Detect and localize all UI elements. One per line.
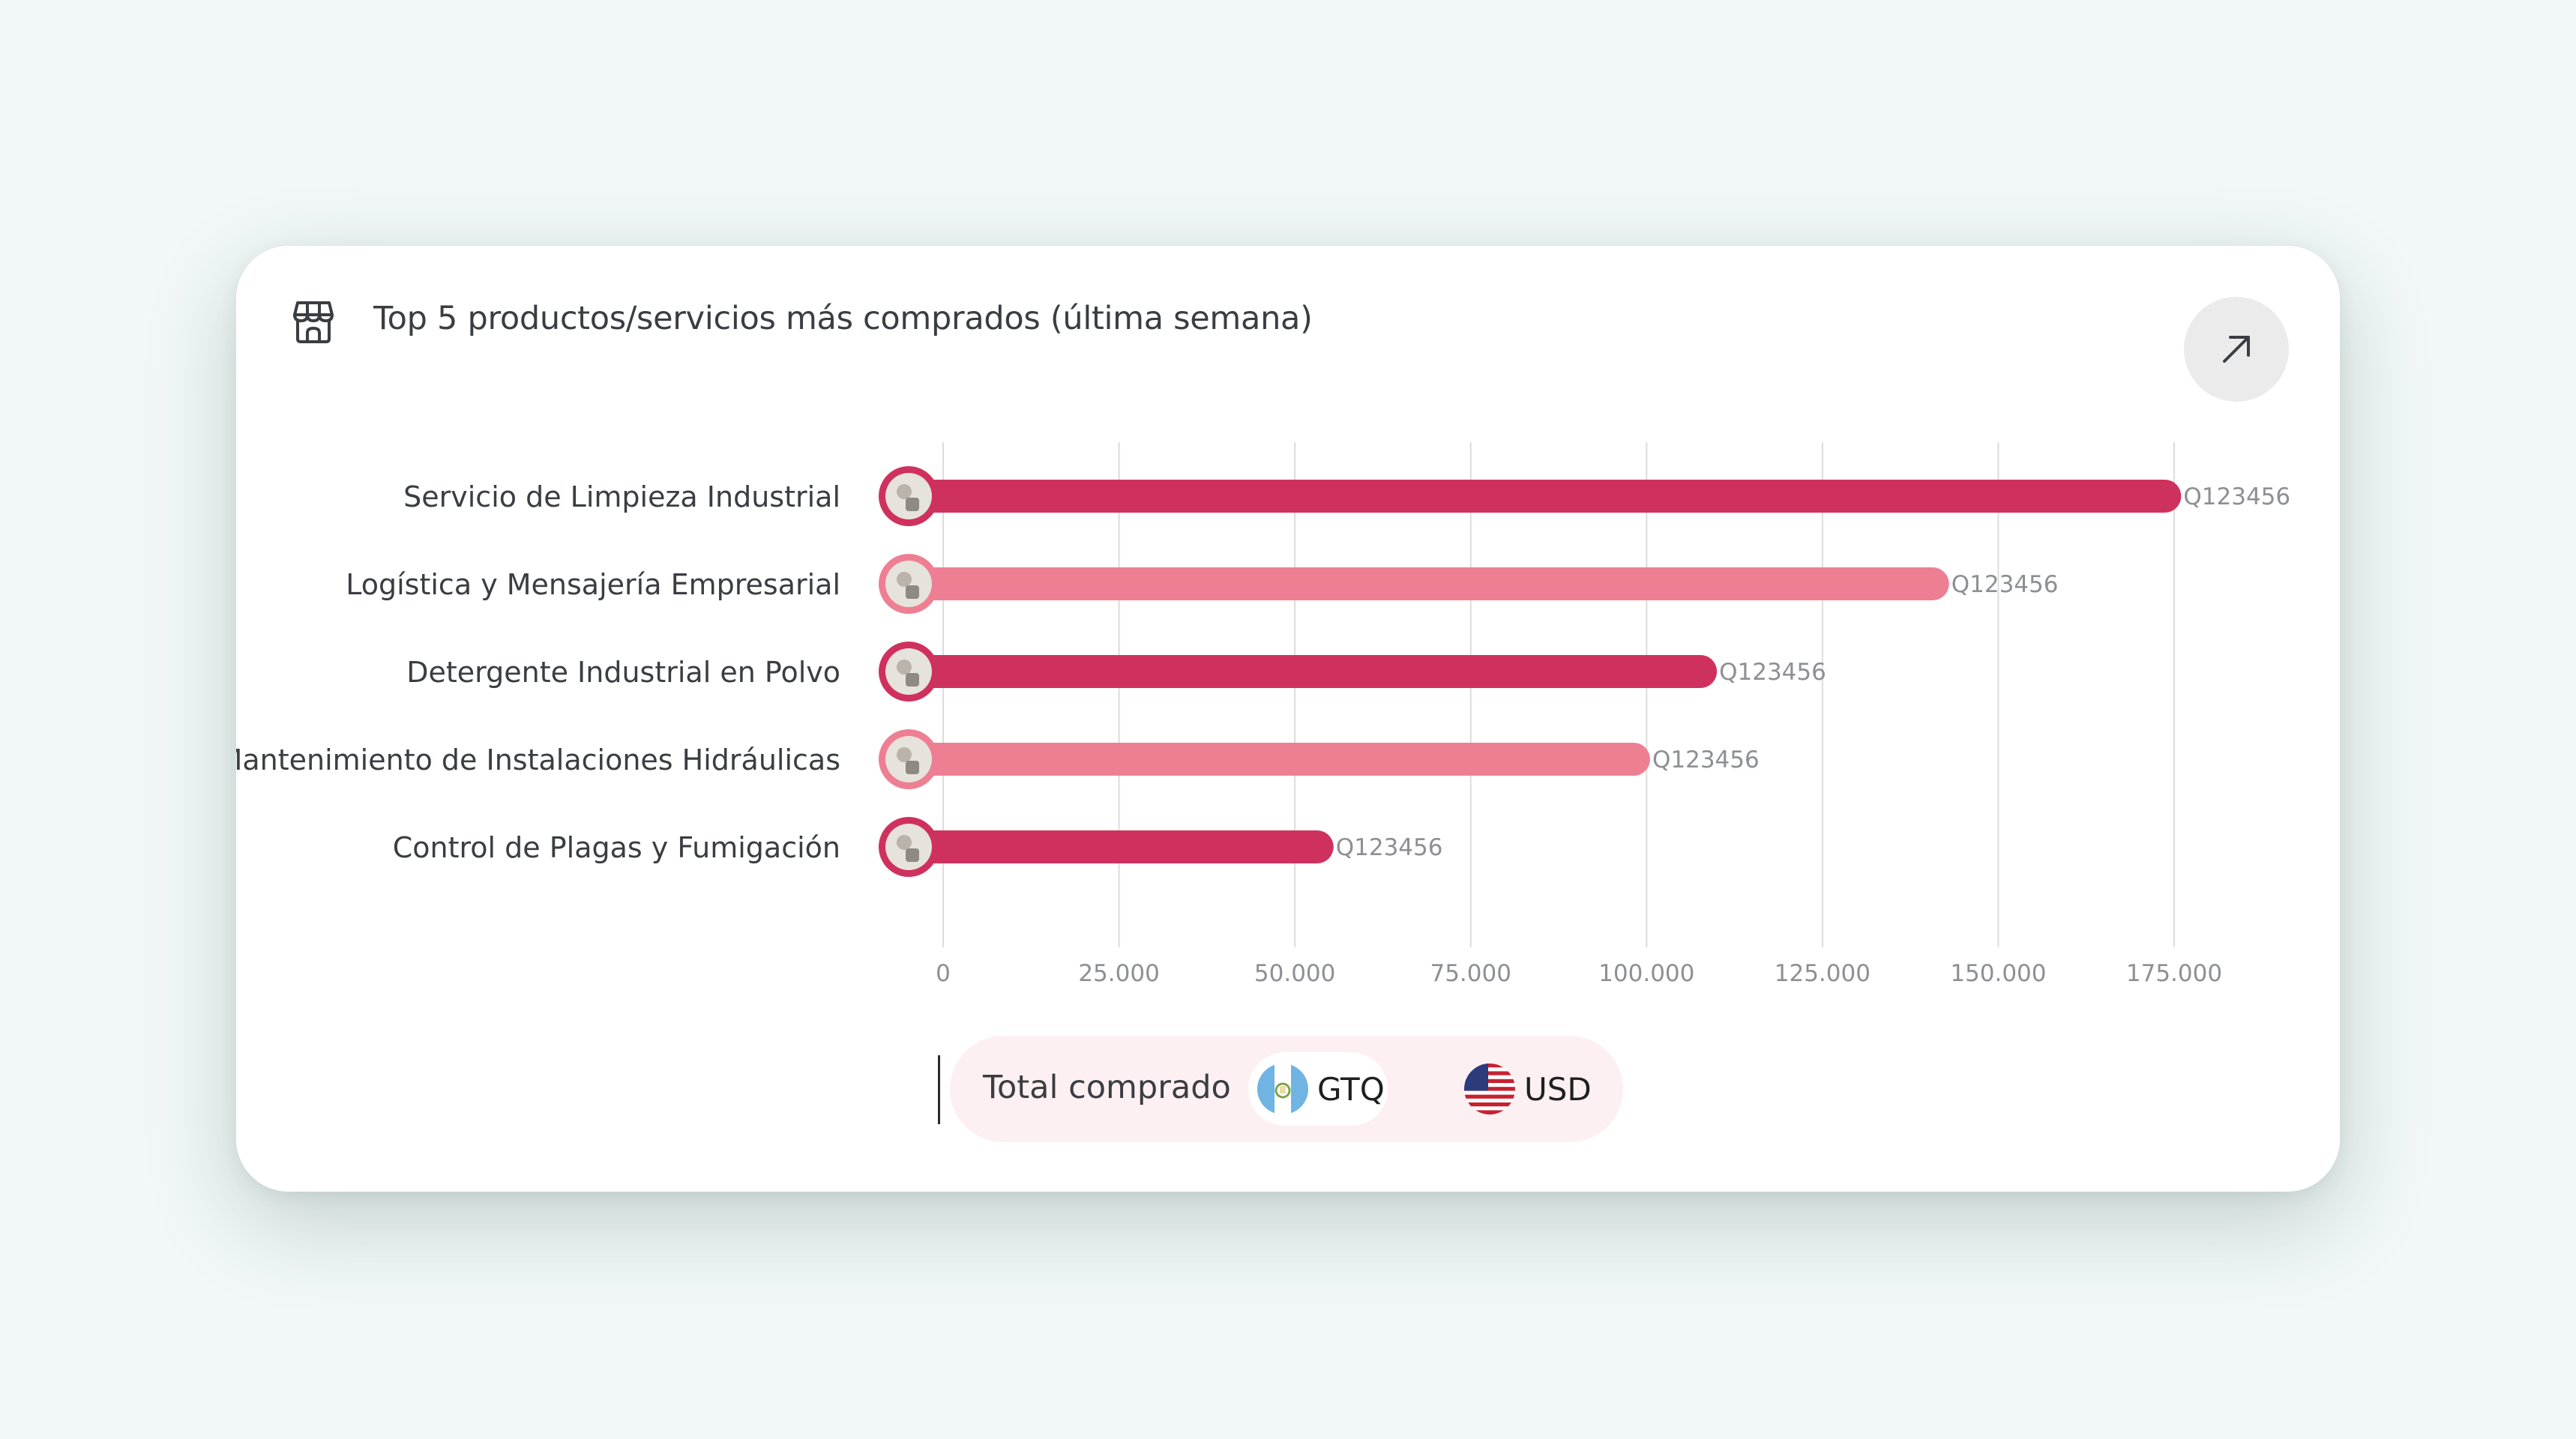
- x-tick-label: 125.000: [1775, 960, 1871, 987]
- product-thumbnail-detail: [897, 747, 912, 762]
- value-label: Q123456: [1719, 659, 1826, 686]
- category-label: Logística y Mensajería Empresarial: [346, 568, 840, 601]
- currency-code: USD: [1524, 1070, 1592, 1108]
- arrow-up-right-icon: [2223, 336, 2250, 363]
- chart-card: Top 5 productos/servicios más comprados …: [236, 246, 2340, 1192]
- x-tick-label: 25.000: [1078, 960, 1159, 987]
- product-thumbnail-detail: [906, 585, 919, 599]
- product-thumbnail-detail: [906, 848, 919, 862]
- value-label: Q123456: [1652, 746, 1760, 773]
- legend-label: Total comprado: [983, 1069, 1231, 1106]
- product-thumbnail-detail: [906, 761, 919, 774]
- product-thumbnail-detail: [897, 660, 912, 675]
- currency-toggle-gtq[interactable]: GTQ: [1248, 1052, 1388, 1126]
- category-label: Detergente Industrial en Polvo: [406, 656, 840, 689]
- expand-button[interactable]: [2184, 297, 2289, 402]
- x-tick-label: 175.000: [2126, 960, 2222, 987]
- product-thumbnail-detail: [897, 835, 912, 850]
- category-label: Control de Plagas y Fumigación: [393, 831, 840, 864]
- x-tick-label: 100.000: [1598, 960, 1694, 987]
- legend-divider: [938, 1055, 940, 1124]
- value-label: Q123456: [1336, 834, 1443, 861]
- chart-title: Top 5 productos/servicios más comprados …: [373, 300, 1313, 337]
- product-thumbnail-detail: [897, 484, 912, 499]
- currency-legend: Total comprado GTQ: [950, 1036, 1623, 1142]
- currency-code: GTQ: [1317, 1070, 1385, 1108]
- category-label: Mantenimiento de Instalaciones Hidráulic…: [236, 743, 840, 776]
- guatemala-flag-icon: [1257, 1064, 1308, 1114]
- product-thumbnail-detail: [906, 673, 919, 687]
- usa-flag-icon: [1464, 1064, 1515, 1114]
- product-thumbnail-detail: [897, 572, 912, 587]
- x-tick-label: 75.000: [1430, 960, 1511, 987]
- currency-toggle-usd[interactable]: USD: [1455, 1052, 1592, 1126]
- category-label: Servicio de Limpieza Industrial: [403, 480, 840, 513]
- storefront-icon: [293, 301, 334, 343]
- x-tick-label: 50.000: [1254, 960, 1335, 987]
- x-tick-label: 150.000: [1950, 960, 2046, 987]
- bar-chart: 0 25.000 50.000 75.000 100.000 125.000 150.000…: [236, 442, 2290, 987]
- product-thumbnail-detail: [906, 498, 919, 511]
- x-tick-label: 0: [936, 960, 951, 987]
- value-label: Q123456: [2183, 483, 2290, 510]
- bar: [909, 743, 1650, 776]
- bar: [909, 480, 2182, 513]
- value-label: Q123456: [1951, 571, 2059, 598]
- bar: [909, 830, 1334, 863]
- bar: [909, 655, 1718, 688]
- bar: [909, 567, 1949, 600]
